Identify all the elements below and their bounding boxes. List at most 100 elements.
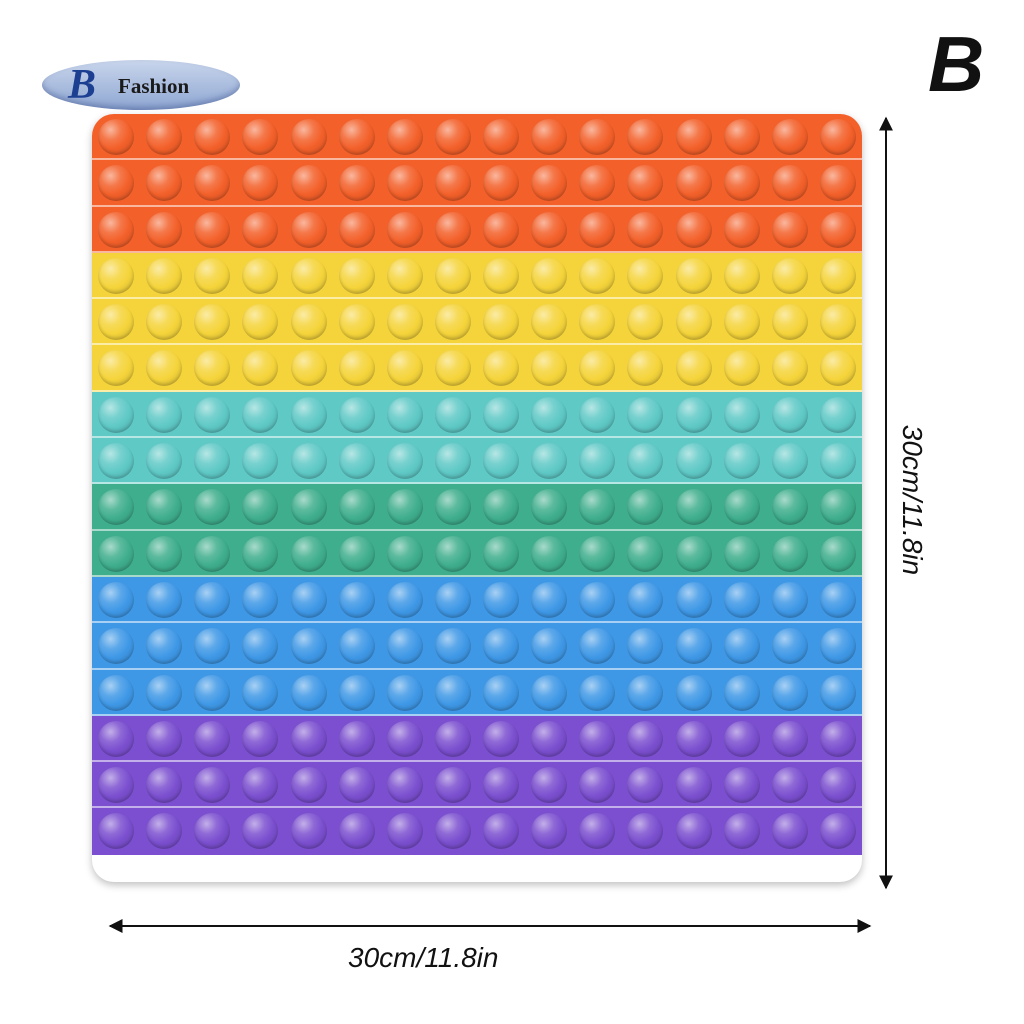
bubble	[386, 489, 423, 526]
bubble	[675, 489, 712, 526]
bubble	[146, 211, 183, 248]
bubble	[819, 813, 856, 850]
bubble	[675, 767, 712, 804]
bubble	[338, 350, 375, 387]
bubble	[98, 674, 135, 711]
bubble	[771, 443, 808, 480]
bubble	[242, 165, 279, 202]
bubble	[531, 396, 568, 433]
bubble	[483, 396, 520, 433]
bubble	[434, 396, 471, 433]
logo-letter: B	[68, 62, 97, 108]
bubble-row	[92, 762, 862, 809]
bubble	[723, 767, 760, 804]
bubble	[771, 628, 808, 665]
bubble	[819, 720, 856, 757]
logo-text: Fashion	[118, 74, 190, 98]
bubble	[434, 628, 471, 665]
bubble	[194, 581, 231, 618]
bubble	[386, 119, 423, 155]
bubble	[242, 119, 279, 155]
bubble	[98, 304, 135, 341]
bubble	[434, 257, 471, 294]
bubble	[723, 813, 760, 850]
bubble	[242, 628, 279, 665]
bubble	[338, 257, 375, 294]
bubble-row	[92, 715, 862, 763]
bubble	[723, 119, 760, 155]
bubble	[146, 165, 183, 202]
bubble	[146, 396, 183, 433]
bubble-row	[92, 299, 862, 346]
bubble	[483, 767, 520, 804]
bubble	[771, 119, 808, 155]
bubble	[579, 165, 616, 202]
bubble	[434, 443, 471, 480]
bubble	[483, 350, 520, 387]
bubble	[627, 767, 664, 804]
bubble	[242, 211, 279, 248]
bubble	[194, 304, 231, 341]
bubble	[98, 443, 135, 480]
bubble	[98, 628, 135, 665]
bubble	[194, 257, 231, 294]
bubble-row	[92, 484, 862, 531]
bubble	[98, 165, 135, 202]
bubble	[434, 674, 471, 711]
bubble	[338, 211, 375, 248]
bubble	[531, 813, 568, 850]
bubble	[242, 257, 279, 294]
bubble	[627, 165, 664, 202]
bubble	[723, 257, 760, 294]
bubble	[627, 211, 664, 248]
bubble	[242, 535, 279, 572]
bubble	[338, 535, 375, 572]
bubble	[338, 396, 375, 433]
bubble	[483, 211, 520, 248]
bubble	[819, 489, 856, 526]
bubble	[386, 628, 423, 665]
bubble	[242, 720, 279, 757]
bubble	[194, 720, 231, 757]
brand-logo: B Fashion	[42, 60, 240, 110]
bubble	[146, 489, 183, 526]
bubble	[483, 535, 520, 572]
bubble	[290, 535, 327, 572]
bubble	[819, 443, 856, 480]
bubble	[98, 720, 135, 757]
bubble	[675, 350, 712, 387]
bubble-row	[92, 160, 862, 207]
bubble	[434, 304, 471, 341]
bubble	[531, 581, 568, 618]
bubble	[723, 443, 760, 480]
bubble	[338, 165, 375, 202]
bubble	[579, 535, 616, 572]
bubble	[627, 720, 664, 757]
bubble	[819, 535, 856, 572]
bubble	[146, 767, 183, 804]
bubble	[483, 720, 520, 757]
bubble	[531, 535, 568, 572]
bubble	[483, 119, 520, 155]
bubble	[579, 443, 616, 480]
bubble	[146, 535, 183, 572]
bubble	[675, 257, 712, 294]
bubble	[627, 628, 664, 665]
bubble	[723, 350, 760, 387]
bubble	[194, 813, 231, 850]
bubble	[531, 489, 568, 526]
bubble	[290, 211, 327, 248]
bubble	[98, 257, 135, 294]
bubble	[338, 813, 375, 850]
bubble	[242, 396, 279, 433]
bubble	[675, 304, 712, 341]
bubble	[290, 813, 327, 850]
bubble	[819, 165, 856, 202]
bubble	[98, 119, 135, 155]
bubble	[386, 165, 423, 202]
bubble	[579, 767, 616, 804]
bubble	[483, 581, 520, 618]
bubble	[531, 350, 568, 387]
bubble	[434, 119, 471, 155]
bubble	[98, 813, 135, 850]
